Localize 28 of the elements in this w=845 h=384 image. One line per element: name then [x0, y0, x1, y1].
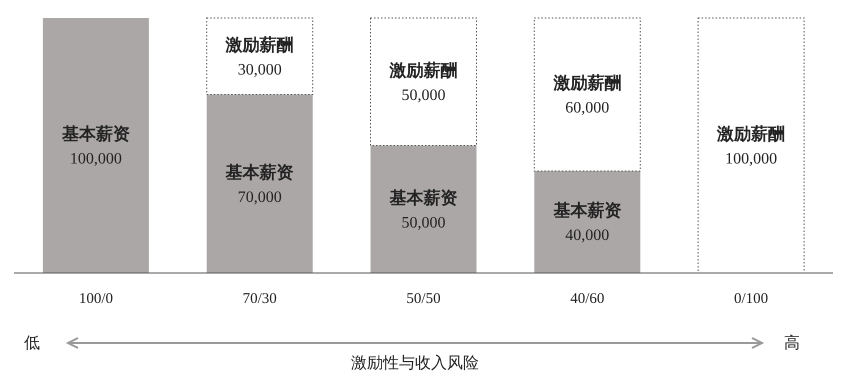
data-label: 50,000 [402, 86, 446, 104]
text: 激励薪酬 [390, 60, 458, 80]
bar [42, 18, 149, 273]
text: 基本薪资 [226, 162, 294, 182]
data-label: 40,000 [565, 227, 610, 244]
data-label: 30,000 [238, 61, 282, 78]
x-tick-label: 100/0 [78, 291, 113, 307]
data-label: 50,000 [402, 214, 446, 232]
x-tick-label: 70/30 [242, 291, 277, 307]
bar [534, 171, 640, 273]
text: 基本薪资 [553, 201, 622, 220]
series-label: 基本薪资 [60, 124, 130, 144]
x-tick-label: 50/50 [406, 291, 441, 307]
text: 激励薪酬 [553, 74, 622, 92]
data-label: 100,000 [725, 150, 778, 168]
text: 高 [784, 334, 800, 352]
text: 激励性与收入风险 [351, 354, 479, 372]
series-label: 激励薪酬 [224, 35, 294, 54]
bar [206, 94, 313, 273]
text: 低 [24, 335, 40, 352]
text: 激励薪酬 [717, 124, 786, 144]
data-label: 60,000 [565, 100, 610, 116]
bar [370, 146, 476, 273]
data-label: 100,000 [70, 150, 122, 168]
text: 基本薪资 [390, 188, 458, 208]
data-label: 70,000 [238, 188, 282, 206]
x-tick-label: 40/60 [570, 291, 604, 307]
x-tick-label: 0/100 [734, 291, 768, 307]
